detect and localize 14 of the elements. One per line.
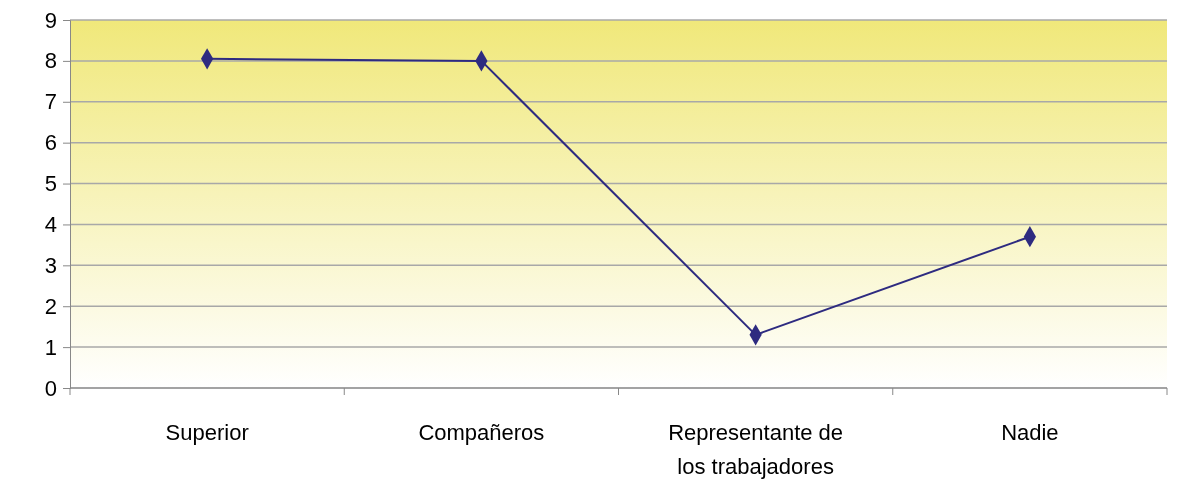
y-tick-label: 1	[44, 334, 57, 360]
x-tick-label: Superior	[165, 420, 249, 445]
x-tick-label: Nadie	[1001, 420, 1059, 445]
y-tick-label: 9	[44, 7, 57, 33]
y-tick-label: 0	[44, 375, 57, 401]
x-tick-label: Representante de los trabajadores	[668, 420, 844, 479]
y-tick-label: 4	[44, 211, 57, 237]
x-tick-label: Compañeros	[418, 420, 545, 445]
y-tick-label: 3	[44, 252, 57, 278]
y-tick-label: 2	[44, 293, 57, 319]
y-tick-label: 8	[44, 48, 57, 74]
y-tick-label: 5	[44, 171, 57, 197]
y-tick-label: 7	[44, 89, 57, 115]
y-tick-label: 6	[44, 130, 57, 156]
